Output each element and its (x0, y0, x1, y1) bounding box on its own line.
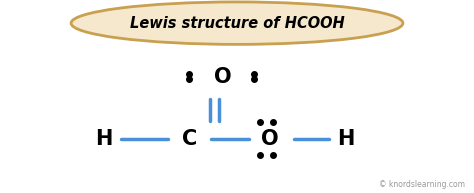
Text: O: O (261, 129, 279, 149)
Text: C: C (182, 129, 197, 149)
Text: H: H (337, 129, 355, 149)
Text: O: O (214, 67, 232, 87)
Text: Lewis structure of HCOOH: Lewis structure of HCOOH (129, 16, 345, 31)
Text: H: H (96, 129, 113, 149)
Ellipse shape (71, 2, 403, 44)
Text: © knordslearning.com: © knordslearning.com (379, 180, 465, 189)
